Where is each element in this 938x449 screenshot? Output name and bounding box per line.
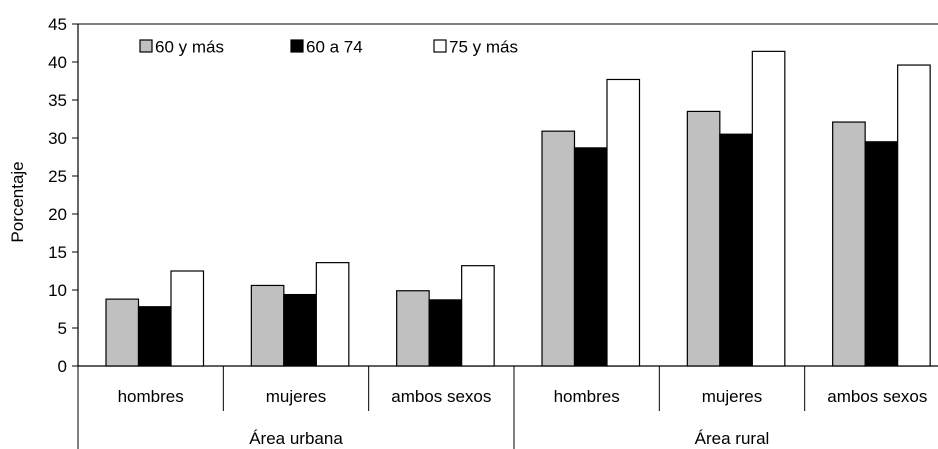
bar <box>428 299 463 367</box>
bar <box>897 64 931 367</box>
y-tick-label: 40 <box>48 53 67 72</box>
bar <box>541 130 576 367</box>
bar <box>573 147 608 367</box>
y-tick-label: 30 <box>48 129 67 148</box>
y-tick-label: 10 <box>48 281 67 300</box>
legend-label: 60 y más <box>155 38 224 57</box>
y-tick-label: 35 <box>48 91 67 110</box>
x-tick-label: hombres <box>118 387 184 406</box>
bar <box>751 50 786 367</box>
y-tick-label: 20 <box>48 205 67 224</box>
bar <box>719 133 753 367</box>
bar <box>170 270 205 367</box>
legend-label: 75 y más <box>449 38 518 57</box>
bar <box>832 121 866 367</box>
legend-swatch <box>433 39 447 53</box>
legend-swatch <box>139 39 153 53</box>
group-label: Área rural <box>695 429 770 448</box>
axes: 0 5 10 15 20 25 30 35 40 45 hombres mujeres ambos se… <box>48 15 938 449</box>
bar <box>396 290 430 367</box>
legend-label: 60 a 74 <box>306 38 363 57</box>
legend-swatch <box>290 39 304 53</box>
bar <box>137 306 172 367</box>
y-axis-label: Porcentaje <box>8 161 27 242</box>
y-tick-label: 0 <box>58 357 67 376</box>
bar <box>315 262 350 367</box>
bar <box>864 141 899 367</box>
x-tick-label: ambos sexos <box>391 387 491 406</box>
x-tick-label: mujeres <box>702 387 762 406</box>
bar <box>250 284 285 367</box>
y-tick-label: 5 <box>58 319 67 338</box>
x-tick-label: mujeres <box>266 387 326 406</box>
legend: 60 y más 60 a 74 75 y más <box>139 38 518 57</box>
y-tick-label: 25 <box>48 167 67 186</box>
bar <box>105 298 140 367</box>
bars <box>105 50 931 367</box>
y-tick-label: 15 <box>48 243 67 262</box>
bar <box>461 265 495 367</box>
x-tick-label: hombres <box>554 387 620 406</box>
bar <box>283 293 317 367</box>
bar <box>606 78 641 367</box>
bar <box>686 110 721 367</box>
y-tick-label: 45 <box>48 15 67 34</box>
x-tick-label: ambos sexos <box>827 387 927 406</box>
group-label: Área urbana <box>249 429 343 448</box>
